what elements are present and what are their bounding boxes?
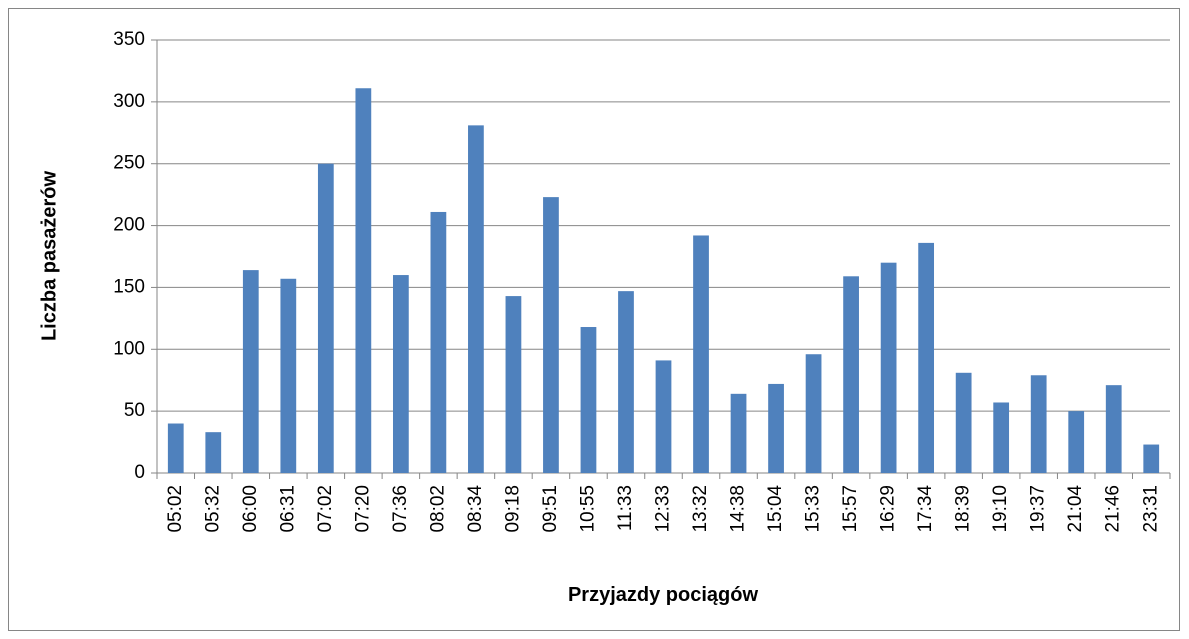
bar [805,354,822,473]
y-tick-label: 200 [113,215,145,236]
x-tick-label: 18:39 [953,485,974,533]
bar [730,393,747,473]
y-tick-label: 50 [124,400,145,421]
x-tick-label: 05:32 [202,485,223,533]
x-tick-label: 08:34 [465,485,486,533]
bar [468,125,484,473]
bar [1143,444,1160,473]
y-tick-label: 350 [113,29,145,50]
bar [392,275,409,473]
x-tick-label: 14:38 [728,485,749,533]
y-tick-label: 100 [113,338,145,359]
x-tick-label: 10:55 [577,485,598,533]
x-tick-label: 21:04 [1065,485,1086,533]
bar [167,423,184,473]
bar [693,235,709,473]
x-tick-label: 08:02 [427,485,448,533]
x-tick-label: 07:02 [315,485,336,533]
y-axis-label: Liczba pasażerów [38,171,60,342]
y-tick-label: 250 [113,153,145,174]
x-tick-label: 19:37 [1028,485,1049,533]
x-tick-label: 13:32 [690,485,711,533]
bar [205,432,222,473]
bar [580,327,597,473]
bar [768,383,784,473]
x-tick-label: 21:46 [1103,485,1124,533]
x-tick-label: 09:18 [502,485,523,533]
x-tick-label: 17:34 [915,485,936,533]
bar [280,278,297,473]
bar [955,372,972,473]
bar [655,360,672,473]
bar [918,242,935,473]
bar [843,276,859,473]
bar [1068,411,1085,473]
bar [618,291,634,473]
x-tick-label: 12:33 [653,485,674,533]
x-tick-label: 16:29 [878,485,899,533]
x-tick-label: 15:33 [803,485,824,533]
x-axis-label: Przyjazdy pociągów [568,584,758,606]
bar [242,270,259,473]
bar [505,296,522,473]
x-tick-label: 11:33 [615,485,636,531]
bar [1105,385,1122,473]
bar [1030,375,1047,473]
x-tick-label: 15:04 [765,485,786,533]
x-tick-label: 05:02 [165,485,186,533]
x-tick-label: 09:51 [540,485,561,533]
chart-border [8,8,1180,631]
bar [993,402,1010,473]
bar [355,88,372,474]
x-tick-label: 19:10 [990,485,1011,533]
x-tick-label: 07:36 [390,485,411,533]
y-tick-label: 150 [113,276,145,297]
x-tick-label: 06:00 [240,485,261,533]
x-tick-label: 06:31 [277,485,298,533]
bar [430,211,447,473]
y-tick-label: 300 [113,91,145,112]
bar [543,197,559,474]
bar [317,163,334,473]
y-tick-label: 0 [134,462,145,483]
x-tick-label: 15:57 [840,485,861,533]
x-tick-label: 07:20 [352,485,373,533]
x-tick-label: 23:31 [1140,485,1161,533]
bar [880,262,897,473]
